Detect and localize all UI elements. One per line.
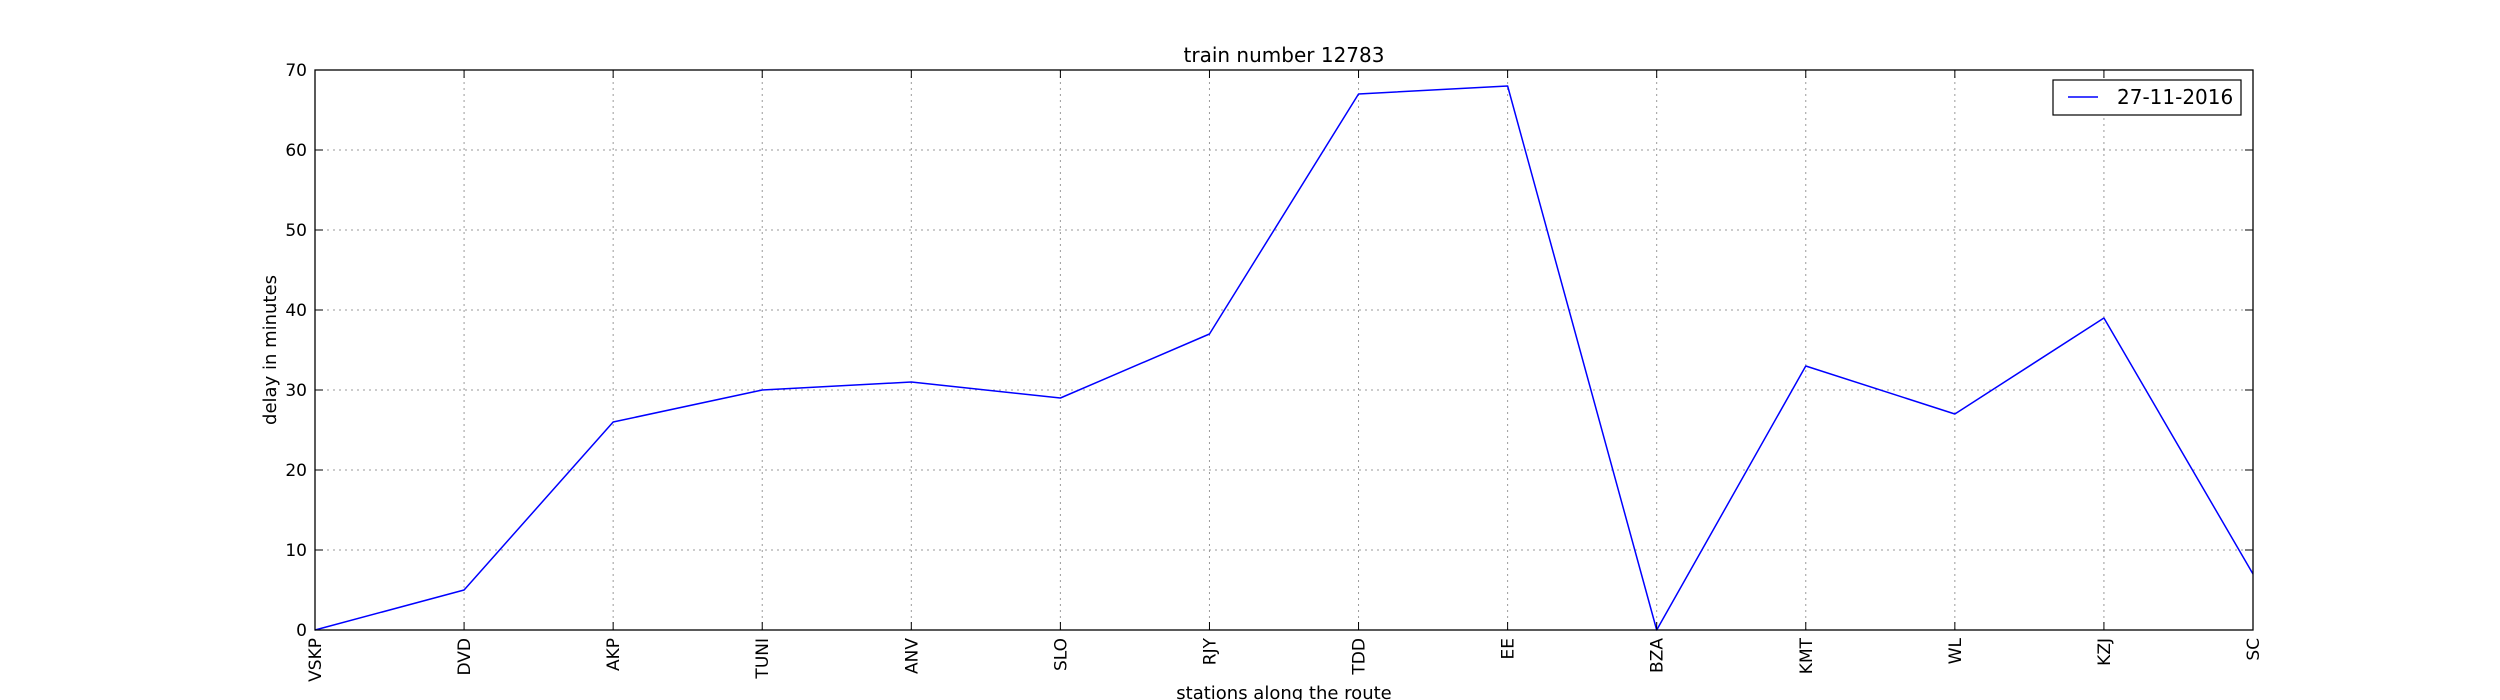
series-layer [314, 85, 2254, 631]
y-tick-label: 20 [285, 461, 307, 481]
axes-ticks: 0 10 20 30 40 50 60 70 VSKP DVD AKP TUNI ANV SLO RJY TD… [285, 61, 2264, 682]
x-tick-label: RJY [1200, 637, 1220, 665]
x-tick-label: DVD [455, 638, 475, 676]
x-axis-label: stations along the route [1176, 683, 1391, 700]
legend: 27-11-2016 [2052, 79, 2242, 116]
y-axis-label: delay in minutes [260, 275, 281, 425]
x-tick-label: ANV [902, 638, 922, 674]
x-tick-label: VSKP [306, 638, 326, 682]
x-tick-label: WL [1946, 637, 1966, 664]
y-tick-label: 70 [285, 61, 307, 81]
y-tick-label: 30 [285, 381, 307, 401]
x-tick-label: SC [2244, 638, 2264, 661]
legend-entry-label: 27-11-2016 [2117, 85, 2233, 109]
y-tick-label: 60 [285, 141, 307, 161]
x-tick-label: BZA [1648, 638, 1668, 673]
x-tick-label: KMT [1797, 637, 1817, 674]
x-tick-label: KZJ [2095, 638, 2115, 666]
series-line [314, 85, 2254, 631]
grid [314, 69, 2254, 631]
x-tick-label: EE [1499, 638, 1519, 659]
x-tick-label: TUNI [753, 638, 773, 680]
x-tick-label: SLO [1051, 638, 1071, 671]
plot-frame [314, 69, 2254, 631]
y-tick-label: 10 [285, 541, 307, 561]
y-tick-label: 50 [285, 221, 307, 241]
x-tick-label: AKP [604, 638, 624, 671]
y-tick-label: 0 [296, 621, 307, 641]
x-tick-label: TDD [1350, 638, 1370, 676]
y-tick-label: 40 [285, 301, 307, 321]
chart-title: train number 12783 [1184, 43, 1385, 67]
